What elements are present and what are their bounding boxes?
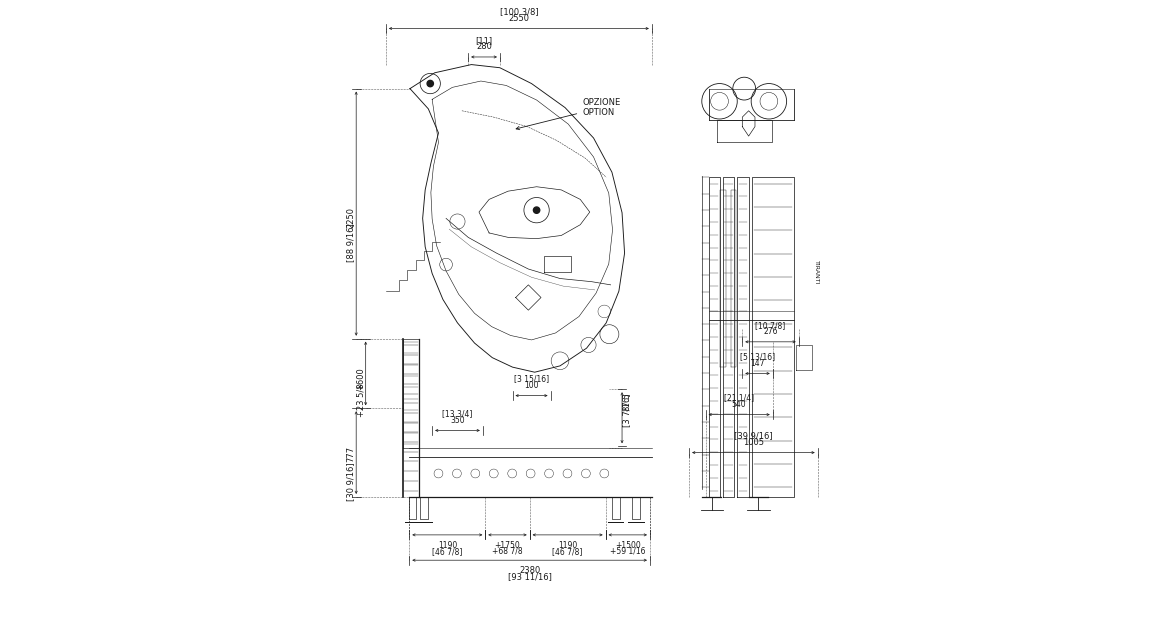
Text: [10 7/8]: [10 7/8] (755, 321, 785, 330)
Text: 350: 350 (450, 416, 464, 425)
Text: +1500: +1500 (615, 541, 640, 549)
Text: 2380: 2380 (519, 566, 541, 575)
Text: [3 7/16]: [3 7/16] (623, 394, 631, 427)
Text: [100 3/8]: [100 3/8] (499, 8, 538, 16)
Text: [93 11/16]: [93 11/16] (507, 572, 551, 581)
Text: +23 5/8: +23 5/8 (357, 383, 365, 417)
Text: [21 1/4]: [21 1/4] (724, 394, 754, 403)
Text: [5 13/16]: [5 13/16] (740, 353, 775, 361)
Text: [13 3/4]: [13 3/4] (442, 410, 472, 418)
Text: 276: 276 (763, 327, 778, 336)
Text: 1190: 1190 (558, 541, 577, 549)
Text: +68 7/8: +68 7/8 (492, 547, 522, 556)
Text: [3 15/16]: [3 15/16] (514, 375, 549, 384)
Text: 100: 100 (525, 381, 538, 390)
Text: [46 7/8]: [46 7/8] (432, 547, 462, 556)
Text: 777: 777 (346, 446, 356, 462)
Text: 1005: 1005 (743, 438, 764, 447)
Text: [39 9/16]: [39 9/16] (734, 432, 772, 441)
Text: [30 9/16]: [30 9/16] (346, 462, 356, 501)
Text: OPZIONE
OPTION: OPZIONE OPTION (516, 98, 621, 130)
Text: 147: 147 (750, 359, 764, 368)
Text: [88 9/16]: [88 9/16] (346, 223, 356, 262)
Text: [46 7/8]: [46 7/8] (552, 547, 582, 556)
Text: 2550: 2550 (508, 14, 529, 23)
Text: 87.5: 87.5 (623, 393, 631, 411)
Text: +600: +600 (357, 367, 365, 390)
Circle shape (534, 207, 540, 213)
Text: 280: 280 (476, 42, 492, 51)
Text: 2250: 2250 (346, 208, 356, 229)
Text: TIRANTI: TIRANTI (814, 260, 819, 284)
Text: 540: 540 (732, 400, 747, 409)
Text: 1190: 1190 (438, 541, 457, 549)
Text: +1750: +1750 (494, 541, 520, 549)
Circle shape (427, 80, 433, 87)
Text: +59 1/16: +59 1/16 (610, 547, 645, 556)
Text: [11]: [11] (476, 36, 492, 45)
